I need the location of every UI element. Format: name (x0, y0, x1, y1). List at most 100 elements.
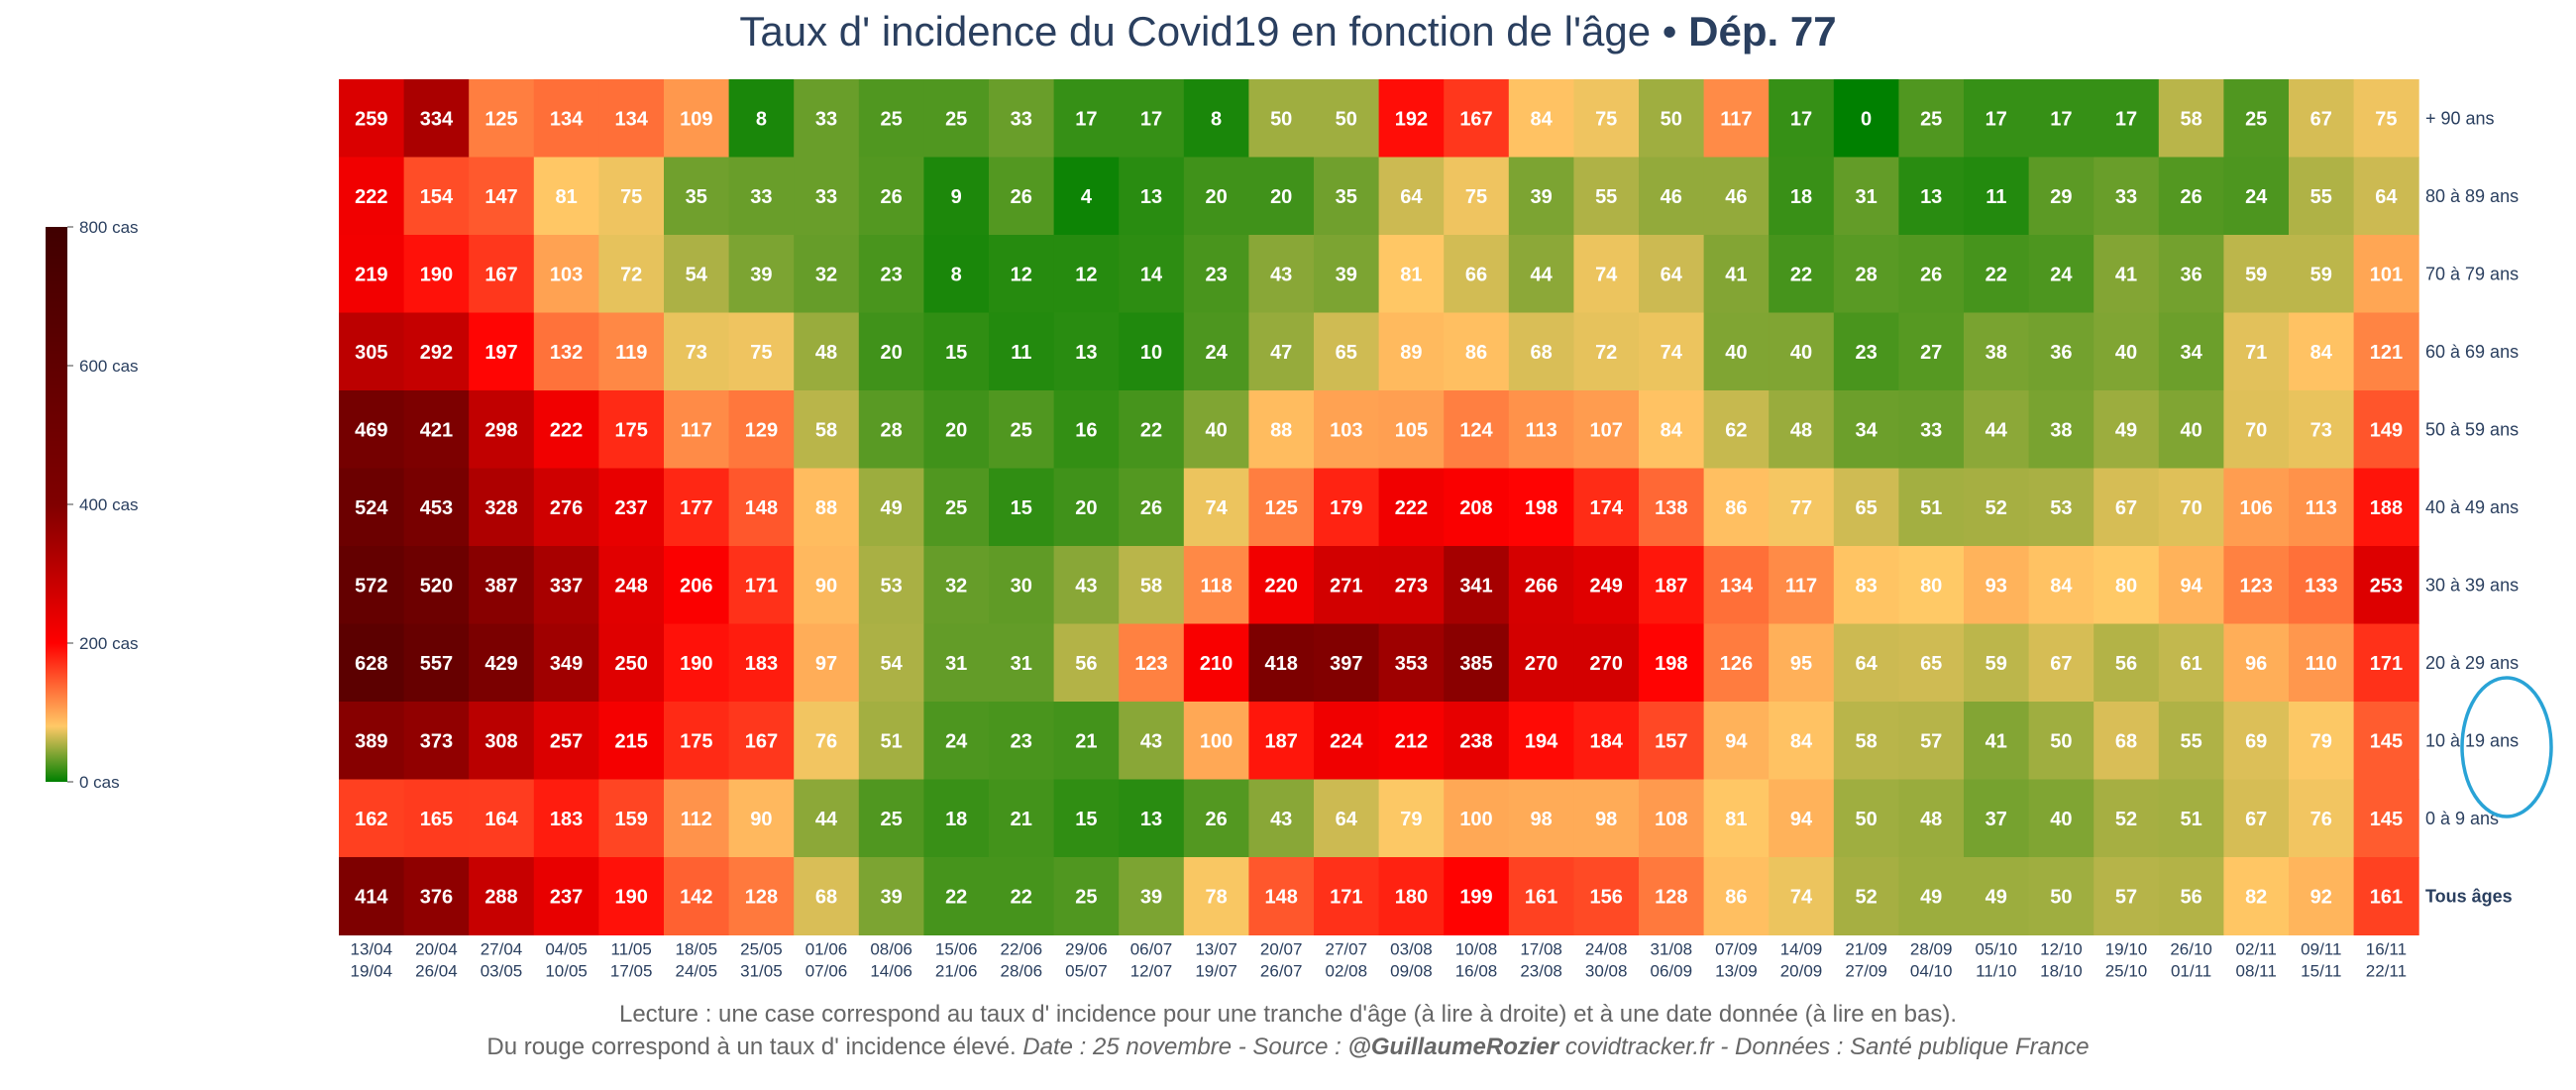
cell-value-label: 266 (1525, 575, 1557, 597)
cell-value-label: 469 (355, 419, 387, 441)
cell-value-label: 175 (680, 730, 712, 752)
cell-value-label: 147 (484, 186, 517, 208)
cell-value-label: 175 (615, 419, 648, 441)
heatmap-cell (923, 623, 990, 703)
cell-value-label: 98 (1595, 809, 1617, 830)
cell-value-label: 190 (420, 264, 453, 285)
heatmap-cell (794, 157, 860, 236)
heatmap-cell (1183, 546, 1249, 624)
cell-value-label: 17 (1986, 108, 2007, 130)
cell-value-label: 39 (1530, 186, 1552, 208)
heatmap-cell (533, 235, 599, 313)
heatmap-cell (1248, 702, 1315, 780)
heatmap-cell (1248, 79, 1315, 158)
x-tick-label-start: 13/07 (1195, 940, 1237, 959)
cell-value-label: 52 (1986, 497, 2007, 519)
cell-value-label: 100 (1459, 809, 1492, 830)
cell-value-label: 222 (1395, 497, 1428, 519)
heatmap-cell (1769, 623, 1835, 703)
cell-value-label: 74 (1661, 342, 1683, 364)
cell-value-label: 107 (1590, 419, 1623, 441)
heatmap-cell (339, 79, 405, 158)
heatmap-cell (989, 312, 1055, 391)
cell-value-label: 26 (880, 186, 902, 208)
heatmap-cell (1639, 779, 1705, 858)
cell-value-label: 334 (420, 108, 454, 130)
row-label: 30 à 39 ans (2425, 575, 2519, 595)
heatmap-cell (1248, 857, 1315, 935)
heatmap-cell (2223, 623, 2290, 703)
heatmap-cell (1378, 157, 1445, 236)
cell-value-label: 22 (1790, 264, 1812, 285)
heatmap-cell (469, 235, 535, 313)
cell-value-label: 8 (756, 108, 767, 130)
cell-value-label: 84 (2310, 342, 2333, 364)
heatmap-cell (1314, 546, 1380, 624)
heatmap-cell (1573, 857, 1640, 935)
cell-value-label: 219 (355, 264, 387, 285)
footer-author: @GuillaumeRozier (1347, 1034, 1559, 1060)
cell-value-label: 249 (1590, 575, 1623, 597)
heatmap-cell (1703, 623, 1770, 703)
cell-value-label: 92 (2310, 886, 2332, 908)
heatmap-cell (923, 779, 990, 858)
cell-value-label: 273 (1395, 575, 1428, 597)
cell-value-label: 47 (1270, 342, 1292, 364)
cell-value-label: 171 (745, 575, 778, 597)
cell-value-label: 84 (1661, 419, 1683, 441)
cell-value-label: 50 (1855, 809, 1877, 830)
x-tick-label-end: 15/11 (2301, 962, 2341, 981)
cell-value-label: 11 (1011, 342, 1031, 364)
cell-value-label: 44 (1530, 264, 1553, 285)
heatmap-cell (403, 546, 470, 624)
heatmap-cell (2353, 468, 2419, 547)
heatmap-cell (598, 779, 665, 858)
heatmap-cell (1703, 702, 1770, 780)
heatmap-cell (2158, 857, 2224, 935)
cell-value-label: 453 (420, 497, 453, 519)
cell-value-label: 118 (1200, 575, 1232, 597)
heatmap-cell (1769, 857, 1835, 935)
x-tick-label-end: 01/11 (2171, 962, 2211, 981)
cell-value-label: 103 (1330, 419, 1362, 441)
heatmap-cell (989, 79, 1055, 158)
x-tick-label-start: 20/07 (1260, 940, 1303, 959)
cell-value-label: 108 (1655, 809, 1687, 830)
cell-value-label: 94 (1790, 809, 1813, 830)
heatmap-cell (1898, 857, 1965, 935)
cell-value-label: 37 (1986, 809, 2007, 830)
cell-value-label: 26 (1140, 497, 1162, 519)
cell-value-label: 33 (815, 108, 837, 130)
cell-value-label: 129 (745, 419, 778, 441)
cell-value-label: 78 (1205, 886, 1227, 908)
row-label: 80 à 89 ans (2425, 186, 2519, 206)
heatmap-cell (2158, 702, 2224, 780)
heatmap-cell (1119, 857, 1185, 935)
heatmap-cell (469, 312, 535, 391)
cell-value-label: 26 (2180, 186, 2201, 208)
cell-value-label: 206 (680, 575, 712, 597)
x-tick-label-end: 30/08 (1585, 962, 1628, 981)
heatmap-cell (1639, 857, 1705, 935)
heatmap-cell (923, 235, 990, 313)
heatmap-cell (1769, 468, 1835, 547)
heatmap-cell (794, 235, 860, 313)
cell-value-label: 77 (1790, 497, 1812, 519)
cell-value-label: 79 (2310, 730, 2332, 752)
heatmap-cell (1964, 546, 2030, 624)
cell-value-label: 67 (2050, 653, 2072, 675)
cell-value-label: 18 (945, 809, 967, 830)
cell-value-label: 22 (945, 886, 967, 908)
heatmap-cell (1703, 235, 1770, 313)
heatmap-cell (989, 623, 1055, 703)
cell-value-label: 68 (1530, 342, 1552, 364)
heatmap-cell (858, 235, 924, 313)
cell-value-label: 74 (1205, 497, 1228, 519)
cell-value-label: 113 (2306, 497, 2337, 519)
x-tick-label-start: 24/08 (1585, 940, 1628, 959)
heatmap-cell (1769, 312, 1835, 391)
heatmap-cell (2289, 623, 2355, 703)
cell-value-label: 35 (1336, 186, 1357, 208)
heatmap-cell (2223, 235, 2290, 313)
heatmap-cell (664, 702, 730, 780)
